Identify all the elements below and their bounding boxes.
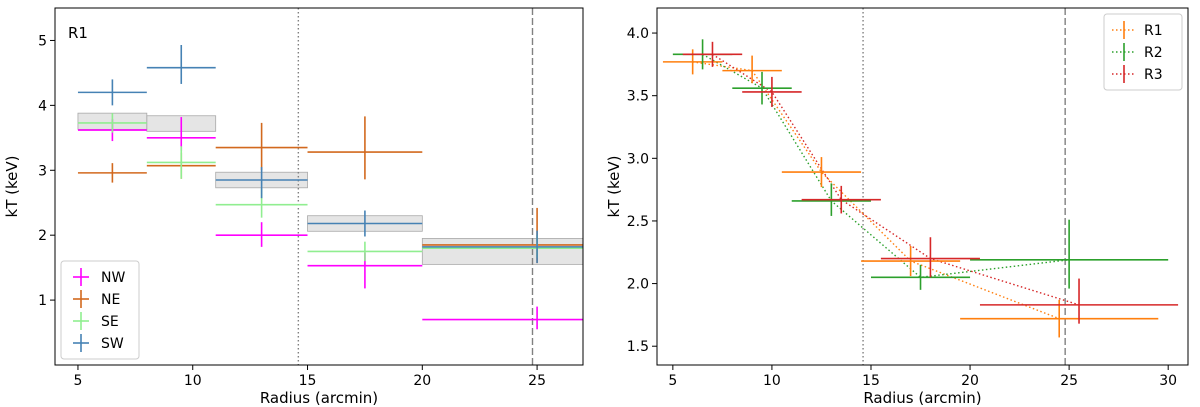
- y-axis-label: kT (keV): [3, 156, 21, 218]
- y-tick-label: 5: [38, 33, 47, 49]
- y-tick-label: 2: [38, 228, 47, 244]
- x-tick-label: 25: [1060, 373, 1078, 389]
- y-axis-label: kT (keV): [605, 156, 623, 218]
- data-point: [781, 157, 862, 188]
- data-point: [732, 71, 792, 105]
- data-point: [307, 241, 423, 262]
- data-point: [682, 41, 743, 67]
- data-point: [215, 167, 308, 199]
- legend-marker-ne: [73, 290, 89, 308]
- legend-box: [1103, 13, 1183, 91]
- y-tick-label: 2.5: [627, 214, 649, 230]
- data-point: [77, 163, 147, 183]
- legend-marker-sw: [73, 334, 89, 352]
- x-tick-label: 20: [961, 373, 979, 389]
- legend: NW NE SE SW: [60, 260, 140, 360]
- legend-label-ne: NE: [101, 292, 120, 308]
- data-point: [215, 122, 308, 171]
- legend: R1 R2 R3: [1103, 13, 1183, 91]
- x-axis-label: Radius (arcmin): [260, 389, 378, 407]
- x-tick-label: 10: [184, 373, 202, 389]
- series-line-r3: [712, 53, 1080, 306]
- x-tick-label: 5: [73, 373, 82, 389]
- y-tick-label: 1.5: [627, 339, 649, 355]
- data-point: [742, 76, 802, 107]
- legend-label-r3: R3: [1144, 67, 1163, 83]
- data-point: [77, 113, 147, 133]
- left-chart-panel: 5 10 15 20 25 1 2 3 4 5 Radius (arcmin) kT (keV) R1 N…: [3, 7, 584, 407]
- y-tick-label: 2.0: [627, 277, 649, 293]
- data-point: [215, 222, 308, 247]
- x-tick-label: 10: [763, 373, 781, 389]
- legend-marker-r2: [1112, 43, 1136, 61]
- data-point: [801, 185, 881, 214]
- data-point: [307, 210, 423, 237]
- data-point: [77, 79, 147, 106]
- right-chart-panel: 5 10 15 20 25 30 1.5 2.0 2.5 3.0 3.5 4.0 Radius (arc…: [605, 7, 1189, 407]
- legend-box: [60, 260, 140, 360]
- plot-area: [55, 8, 583, 365]
- x-tick-label: 5: [668, 373, 677, 389]
- x-tick-label: 15: [862, 373, 880, 389]
- x-tick-label: 20: [413, 373, 431, 389]
- legend-marker-se: [73, 312, 89, 330]
- data-point: [861, 246, 961, 277]
- legend-marker-r3: [1112, 65, 1136, 83]
- data-point: [307, 116, 423, 180]
- data-point: [722, 55, 782, 84]
- x-tick-label: 25: [528, 373, 546, 389]
- x-axis-label: Radius (arcmin): [863, 389, 981, 407]
- y-tick-label: 3.5: [627, 89, 649, 105]
- data-point: [880, 237, 980, 278]
- data-point: [422, 230, 583, 264]
- uncertainty-band: [421, 238, 584, 265]
- data-point: [870, 264, 971, 290]
- legend-marker-r1: [1112, 21, 1136, 39]
- legend-label-se: SE: [101, 314, 119, 330]
- panel-label: R1: [68, 24, 88, 42]
- plot-frame: [54, 7, 584, 366]
- series-line-r1: [692, 61, 1060, 320]
- y-tick-label: 1: [38, 293, 47, 309]
- legend-label-r1: R1: [1144, 23, 1163, 39]
- legend-label-r2: R2: [1144, 45, 1163, 61]
- data-point: [146, 44, 216, 84]
- data-point: [146, 117, 216, 151]
- legend-label-sw: SW: [101, 336, 124, 352]
- series-nw: [77, 117, 583, 330]
- data-point: [146, 146, 216, 179]
- data-point: [970, 219, 1169, 289]
- y-tick-label: 3.0: [627, 151, 649, 167]
- y-tick-label: 3: [38, 163, 47, 179]
- data-point: [979, 278, 1179, 324]
- data-point: [422, 306, 583, 330]
- series-r1: [662, 49, 1159, 338]
- y-tick-label: 4: [38, 98, 47, 114]
- plot-frame: [656, 7, 1189, 366]
- y-tick-label: 4.0: [627, 26, 649, 42]
- series-r3: [682, 41, 1179, 324]
- legend-marker-nw: [73, 268, 89, 286]
- x-tick-label: 30: [1159, 373, 1177, 389]
- legend-label-nw: NW: [101, 270, 125, 286]
- x-tick-label: 15: [299, 373, 317, 389]
- series-sw: [77, 44, 583, 264]
- data-point: [960, 299, 1159, 338]
